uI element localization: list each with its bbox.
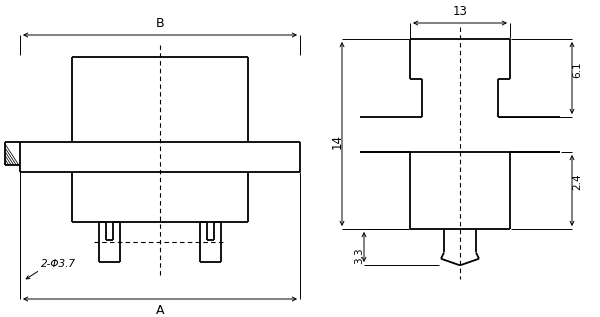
Text: A: A: [156, 304, 164, 317]
Text: B: B: [155, 17, 164, 30]
Text: 6.1: 6.1: [572, 61, 582, 78]
Text: 14: 14: [331, 134, 343, 149]
Text: 3.3: 3.3: [354, 247, 364, 264]
Text: 13: 13: [452, 5, 467, 18]
Text: 2-Φ3.7: 2-Φ3.7: [41, 259, 76, 269]
Text: 2.4: 2.4: [572, 174, 582, 191]
